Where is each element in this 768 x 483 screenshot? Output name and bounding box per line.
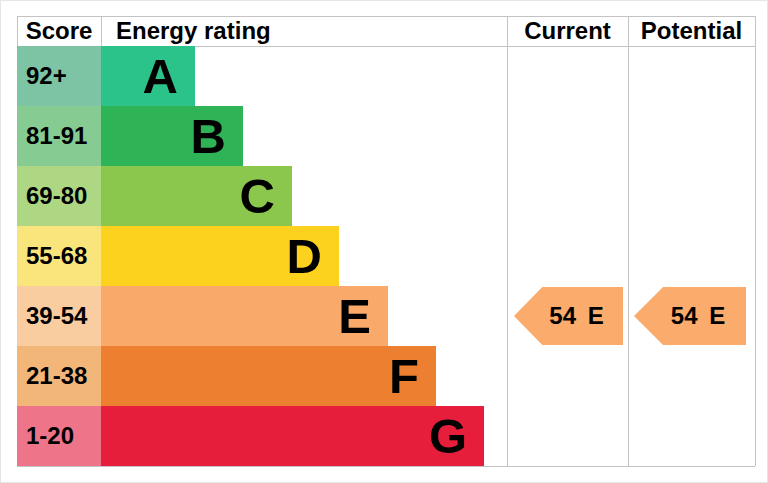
band-score-range: 39-54 [17,286,101,346]
band-score-range: 69-80 [17,166,101,226]
band-score-range: 1-20 [17,406,101,466]
band-letter: E [338,288,371,344]
energy-rating-header: Energy rating [101,16,522,46]
band-row: 55-68 D [17,226,484,286]
band-bar: A [101,46,195,106]
potential-header: Potential [628,16,755,46]
band-letter: F [389,348,419,404]
band-bar: E [101,286,388,346]
band-letter: C [240,168,275,224]
band-row: 39-54 E [17,286,484,346]
divider-bottom [17,466,755,467]
current-header: Current [507,16,628,46]
epc-table: Score Energy rating Current Potential 92… [17,16,755,466]
band-row: 81-91 B [17,106,484,166]
band-letter: B [191,108,226,164]
current-rating-arrow: 54 E [514,287,623,345]
band-score-range: 55-68 [17,226,101,286]
divider-rating-current [507,16,508,466]
score-header: Score [17,16,101,46]
potential-rating-arrow: 54 E [634,287,746,345]
potential-rating-value: 54 E [671,302,725,330]
band-letter: D [287,228,322,284]
band-bar: C [101,166,292,226]
current-rating-value: 54 E [549,302,603,330]
band-row: 21-38 F [17,346,484,406]
band-bar: G [101,406,484,466]
band-row: 92+ A [17,46,484,106]
band-row: 69-80 C [17,166,484,226]
divider-right [755,16,756,466]
band-score-range: 81-91 [17,106,101,166]
band-letter: A [143,48,178,104]
band-row: 1-20 G [17,406,484,466]
epc-chart: Score Energy rating Current Potential 92… [0,0,768,483]
band-score-range: 21-38 [17,346,101,406]
band-bar: B [101,106,243,166]
band-score-range: 92+ [17,46,101,106]
band-bar: D [101,226,339,286]
band-letter: G [429,408,467,464]
divider-current-potential [628,16,629,466]
band-rows: 92+ A 81-91 B 69-80 C 55-68 D 39-54 E 21… [17,46,484,466]
band-bar: F [101,346,436,406]
